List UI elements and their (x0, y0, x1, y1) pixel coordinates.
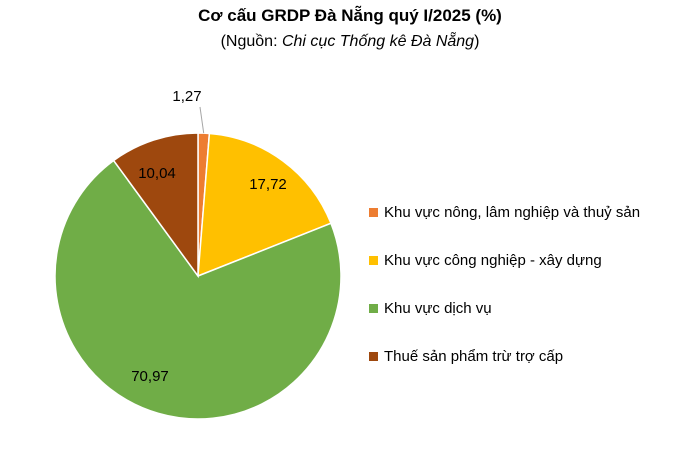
data-label-tax: 10,04 (138, 165, 176, 182)
subtitle-source: Chi cục Thống kê Đà Nẵng (281, 33, 475, 50)
chart-title: Cơ cấu GRDP Đà Nẵng quý I/2025 (%) (198, 6, 502, 25)
legend-swatch-industry (369, 255, 378, 265)
legend-label-industry: Khu vực công nghiệp - xây dựng (384, 251, 602, 269)
pie-slice-services (54, 159, 342, 420)
data-label-agriculture: 1,27 (172, 88, 201, 105)
legend-swatch-agriculture (369, 207, 378, 217)
legend-item-services: Khu vực dịch vụ (369, 298, 640, 318)
legend-label-services: Khu vực dịch vụ (384, 299, 492, 317)
subtitle-suffix: ) (474, 33, 480, 50)
legend-item-tax: Thuế sản phẩm trừ trợ cấp (369, 346, 640, 366)
legend-label-agriculture: Khu vực nông, lâm nghiệp và thuỷ sản (384, 203, 641, 221)
chart-subtitle: (Nguồn: Chi cục Thống kê Đà Nẵng) (0, 33, 700, 51)
legend-label-tax: Thuế sản phẩm trừ trợ cấp (384, 347, 564, 365)
legend-item-industry: Khu vực công nghiệp - xây dựng (369, 250, 640, 270)
legend-swatch-services (369, 303, 378, 313)
legend-swatch-tax (369, 351, 378, 361)
chart-legend: Khu vực nông, lâm nghiệp và thuỷ sản Khu… (369, 202, 640, 394)
pie-slice-industry (197, 132, 332, 278)
subtitle-prefix: (Nguồn: (220, 33, 282, 50)
data-label-industry: 17,72 (249, 176, 287, 193)
pie-slice-tax (112, 132, 199, 279)
leader-line-agriculture (199, 106, 205, 134)
data-label-services: 70,97 (131, 368, 169, 385)
legend-item-agriculture: Khu vực nông, lâm nghiệp và thuỷ sản (369, 202, 640, 222)
